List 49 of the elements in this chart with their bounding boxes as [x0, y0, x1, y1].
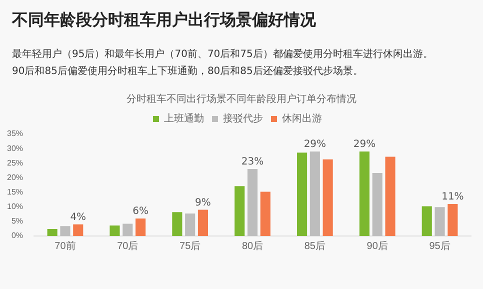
bar: [297, 152, 308, 236]
bar: [434, 207, 445, 236]
data-label: 4%: [70, 212, 86, 223]
data-label: 6%: [132, 206, 148, 218]
bar: [260, 192, 270, 236]
bar: [385, 156, 396, 236]
y-tick-label: 35%: [6, 129, 24, 138]
bar: [172, 212, 182, 236]
x-tick-label: 90后: [366, 240, 388, 252]
bar: [47, 229, 58, 236]
x-tick-label: 70前: [54, 240, 76, 252]
y-tick-label: 30%: [6, 144, 24, 153]
y-tick-label: 0%: [11, 231, 24, 240]
y-tick-label: 10%: [6, 202, 24, 212]
chart-subtitle: 最年轻用户（95后）和最年长用户（70前、70后和75后）都偏爱使用分时租车进行休闲出游。 90后和85后偏爱使用分时租车上下班通勤，80后和85后还偏爱接驳代步场景。: [12, 48, 433, 79]
x-tick-label: 80后: [242, 240, 264, 252]
x-tick-label: 85后: [304, 240, 326, 252]
y-tick-label: 20%: [6, 172, 24, 182]
data-label: 29%: [304, 139, 326, 150]
legend-label: 接驳代步: [223, 112, 263, 125]
bar: [198, 210, 208, 236]
x-tick-label: 70后: [117, 240, 138, 252]
bar: [234, 186, 245, 236]
bar: [422, 206, 432, 236]
bar: [322, 159, 333, 236]
bar: [73, 224, 84, 236]
text: 分时租车不同出行场景不同年龄段用户订单分布情况: [126, 92, 358, 106]
bar: [359, 151, 370, 236]
bar: [448, 204, 458, 236]
bar: [110, 226, 120, 236]
y-tick-label: 15%: [6, 187, 24, 196]
x-tick-label: 75后: [180, 240, 201, 252]
data-label: 29%: [353, 139, 376, 150]
legend-label: 休闲出游: [282, 112, 322, 125]
bar: [247, 168, 258, 236]
bar: [372, 173, 382, 236]
bar: [136, 218, 146, 236]
y-tick-label: 25%: [6, 158, 24, 168]
bar: [185, 214, 196, 236]
legend-label: 上班通勤: [164, 112, 204, 125]
bar: [60, 226, 70, 236]
y-tick-label: 5%: [11, 216, 24, 226]
data-label: 11%: [442, 192, 464, 203]
data-label: 9%: [195, 197, 211, 208]
chart-title: 不同年龄段分时租车用户出行场景偏好情况: [12, 10, 316, 31]
bar: [310, 151, 320, 236]
data-label: 23%: [241, 156, 264, 168]
bar: [122, 224, 133, 236]
x-tick-label: 95后: [429, 240, 450, 252]
